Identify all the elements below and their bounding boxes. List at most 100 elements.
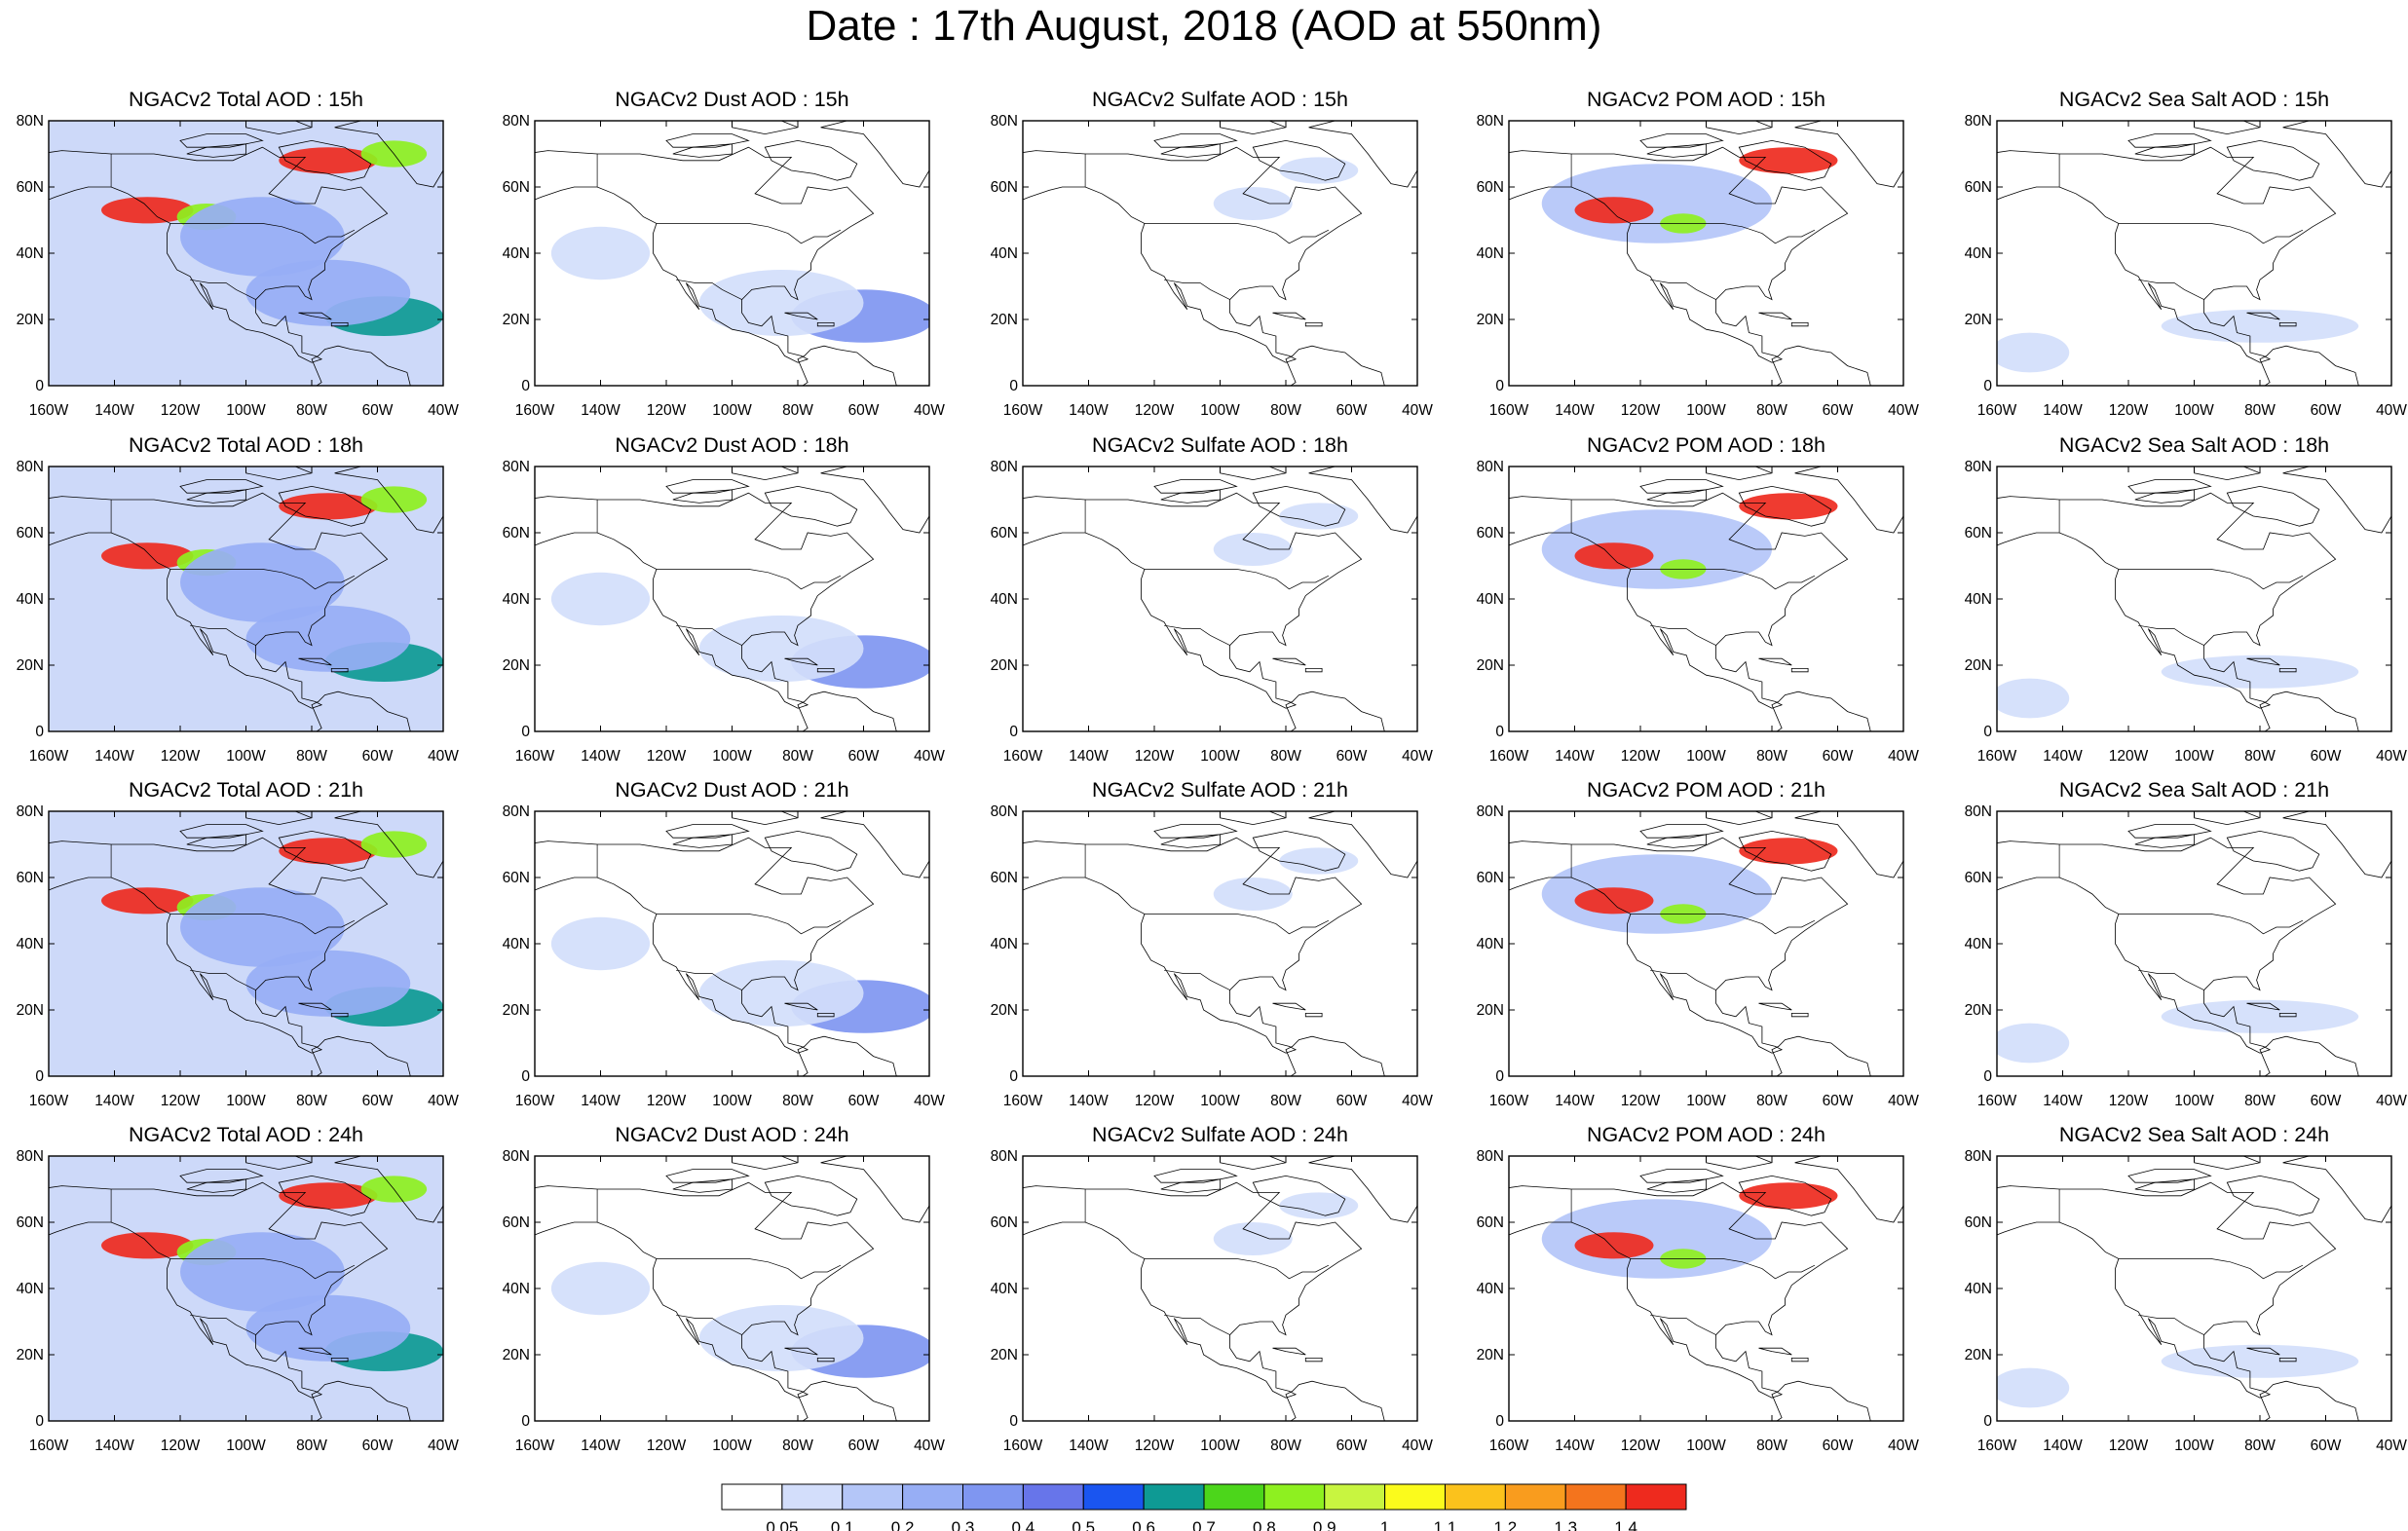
x-tick-label: 80W (1756, 402, 1787, 419)
x-tick-label: 140W (1555, 1093, 1595, 1109)
country-border (1630, 914, 1816, 935)
aod-shading (1997, 678, 2070, 719)
x-tick-label: 100W (1686, 1093, 1726, 1109)
coastline (1771, 1380, 1871, 1421)
coastline (1646, 143, 1707, 158)
y-tick-label: 20N (991, 1347, 1018, 1363)
x-tick-label: 40W (914, 402, 945, 419)
aod-shading (2161, 999, 2359, 1033)
map-plot: 160W 140W 120W 100W 80W 60W 40W 80N 60N 40N 20N 0 (17, 113, 460, 419)
y-tick-label: 40N (503, 936, 530, 952)
y-tick-label: 0 (1983, 378, 1992, 394)
coastline (1758, 312, 1792, 320)
country-border (1164, 969, 1230, 990)
coastline (2134, 834, 2195, 848)
map-panel: NGACv2 Total AOD : 21h 160W 140W 120W 100W 80… (0, 778, 492, 1111)
y-tick-label: 40N (1477, 245, 1504, 262)
x-tick-label: 140W (581, 1093, 621, 1109)
x-tick-label: 160W (515, 1438, 555, 1454)
x-tick-label: 60W (1823, 748, 1854, 765)
panel-title: NGACv2 Dust AOD : 15h (615, 88, 849, 111)
coastline (330, 1013, 349, 1018)
coastline (1160, 143, 1221, 158)
y-tick-label: 20N (1477, 657, 1504, 674)
y-tick-label: 0 (35, 1068, 44, 1085)
x-tick-label: 100W (712, 748, 752, 765)
y-tick-label: 0 (1495, 1413, 1504, 1430)
x-tick-label: 120W (1621, 1093, 1661, 1109)
aod-shading (698, 1305, 864, 1371)
x-tick-label: 60W (848, 1438, 880, 1454)
map-plot: 160W 140W 120W 100W 80W 60W 40W 80N 60N 40N 20N 0 (17, 1148, 460, 1454)
coastline (179, 479, 264, 494)
map-panel: NGACv2 Sulfate AOD : 18h 160W 140W 120W 100W… (974, 433, 1466, 766)
colorbar-segment (962, 1483, 1024, 1511)
y-tick-label: 20N (1965, 1002, 1992, 1019)
colorbar-label: 0.05 (766, 1518, 798, 1531)
coastline (1738, 485, 1832, 527)
coastline (1646, 834, 1707, 848)
colorbar-label: 0.8 (1253, 1518, 1276, 1531)
coastline (1023, 492, 1363, 709)
country-border (2118, 914, 2304, 935)
y-tick-label: 40N (991, 245, 1018, 262)
x-tick-label: 140W (94, 748, 134, 765)
x-tick-label: 140W (1069, 1093, 1109, 1109)
coastline (2259, 691, 2359, 731)
panel-title: NGACv2 Sulfate AOD : 21h (1092, 778, 1348, 802)
coastline (672, 1178, 733, 1193)
panel-title: NGACv2 Sea Salt AOD : 24h (2058, 1123, 2330, 1146)
x-tick-label: 40W (1888, 1093, 1919, 1109)
colorbar-segment (1384, 1483, 1446, 1511)
x-tick-label: 100W (712, 402, 752, 419)
x-tick-label: 140W (1069, 748, 1109, 765)
x-tick-label: 160W (29, 1438, 69, 1454)
y-tick-label: 80N (991, 803, 1018, 820)
y-tick-label: 60N (1965, 179, 1992, 196)
x-tick-label: 60W (362, 1438, 394, 1454)
y-tick-label: 60N (991, 179, 1018, 196)
aod-shading (1739, 147, 1838, 174)
coastline (1285, 1380, 1385, 1421)
y-tick-label: 40N (1477, 1281, 1504, 1297)
x-tick-label: 120W (2109, 748, 2149, 765)
y-tick-label: 60N (1477, 1214, 1504, 1231)
coastline (1304, 668, 1323, 673)
x-tick-label: 160W (515, 402, 555, 419)
x-tick-label: 120W (1135, 1438, 1175, 1454)
coastline (278, 830, 372, 872)
coastline (2282, 467, 2391, 534)
x-tick-label: 100W (1200, 402, 1240, 419)
y-tick-label: 60N (991, 870, 1018, 886)
aod-shading (1213, 878, 1293, 911)
coastline (2259, 345, 2359, 386)
x-tick-label: 120W (1135, 1093, 1175, 1109)
colorbar-label: 1 (1380, 1518, 1389, 1531)
x-tick-label: 160W (1489, 1438, 1529, 1454)
y-tick-label: 0 (1983, 724, 1992, 740)
x-tick-label: 120W (647, 748, 687, 765)
coastline (1790, 1358, 1809, 1363)
x-tick-label: 160W (1489, 402, 1529, 419)
map-background (1509, 467, 1903, 731)
y-tick-label: 40N (503, 591, 530, 608)
y-tick-label: 80N (17, 459, 44, 475)
colorbar-label: 1.3 (1554, 1518, 1577, 1531)
colorbar-label: 1.2 (1494, 1518, 1518, 1531)
x-tick-label: 40W (2376, 402, 2407, 419)
coastline (1252, 1175, 1346, 1216)
country-border (169, 223, 356, 244)
coastline (298, 1347, 332, 1356)
coastline (1738, 139, 1832, 181)
map-panel: NGACv2 Sea Salt AOD : 15h 160W 140W 120W 100… (1948, 88, 2408, 421)
coastline (278, 1175, 372, 1216)
country-border (2118, 569, 2304, 590)
map-plot: 160W 140W 120W 100W 80W 60W 40W 80N 60N 40N 20N 0 (1477, 803, 1920, 1109)
coastline (49, 146, 389, 363)
coastline (1794, 121, 1903, 188)
x-tick-label: 140W (1555, 748, 1595, 765)
map-panel: NGACv2 Sea Salt AOD : 21h 160W 140W 120W 100… (1948, 778, 2408, 1111)
x-tick-label: 100W (226, 1438, 266, 1454)
coastline (665, 1169, 750, 1183)
aod-shading (180, 197, 345, 277)
